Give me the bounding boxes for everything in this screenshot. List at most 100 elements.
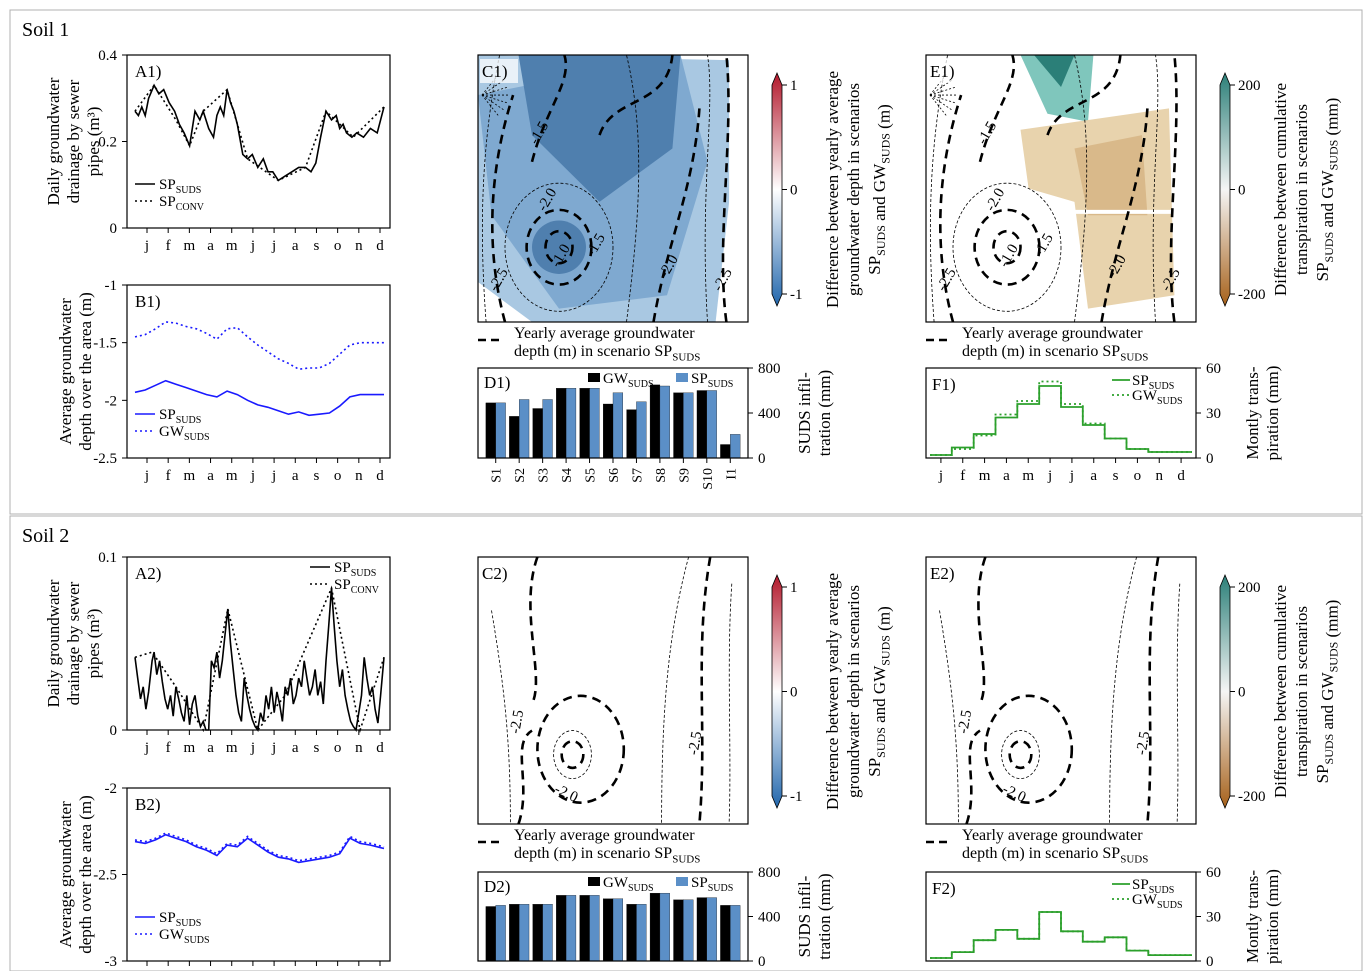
contour-ring <box>536 694 626 804</box>
bar-gw-suds <box>532 408 543 459</box>
contour-line-thin <box>481 86 509 96</box>
month-label: a <box>292 238 299 254</box>
contour-line <box>978 55 1016 163</box>
panel-B2: B2)-3-2.5-2jfmamjjasondAverage groundwat… <box>56 781 391 970</box>
y-axis-label: Average groundwater <box>56 801 75 948</box>
contour-line-thin <box>1109 557 1137 824</box>
bar-sp-suds <box>636 401 647 459</box>
contour-line-thin <box>728 583 733 824</box>
contour-line <box>1169 55 1178 322</box>
category-label: S1 <box>490 468 505 483</box>
y-tick-label: 800 <box>758 361 781 377</box>
bar-gw-suds <box>626 904 637 962</box>
series-line-sp-suds <box>134 833 385 864</box>
y-tick-label: 0 <box>1206 451 1214 467</box>
contour-line-thin <box>929 72 948 96</box>
legend-entry: depth (m) in scenario SPSUDS <box>962 343 1148 363</box>
bar-gw-suds <box>532 904 543 962</box>
bar-sp-suds <box>730 905 741 962</box>
contour-line-thin <box>1152 55 1159 322</box>
contour-ring <box>992 229 1022 265</box>
y-tick-label: -2.5 <box>93 451 117 467</box>
y-axis-label: piration (mm) <box>1263 869 1282 964</box>
y-tick-label: 60 <box>1206 865 1221 881</box>
bar-gw-suds <box>509 416 520 459</box>
colorbar-tick-label: -1 <box>790 287 803 303</box>
y-axis-label: Daily groundwater <box>44 77 63 205</box>
field-gap <box>729 55 748 322</box>
contour-label: -1.5 <box>1031 231 1057 260</box>
series-line-sp-conv <box>134 83 385 182</box>
panel-label: D2) <box>484 877 510 896</box>
y-axis-label: tration (mm) <box>815 873 834 959</box>
bar-sp-suds <box>706 897 717 962</box>
legend-entry: GWSUDS <box>159 927 210 946</box>
bar-gw-suds <box>696 897 707 962</box>
month-label: d <box>376 740 384 756</box>
month-label: j <box>144 238 149 254</box>
month-label: m <box>184 238 196 254</box>
contour-line-thin <box>929 86 957 96</box>
y-axis-label: Montly trans- <box>1243 870 1262 963</box>
contour-line <box>1100 108 1149 322</box>
soil-title: Soil 2 <box>22 525 69 547</box>
month-label: a <box>207 468 214 484</box>
y-tick-label: -2.5 <box>93 868 117 884</box>
series-line-gw-suds <box>134 321 384 371</box>
axes-frame <box>126 284 391 459</box>
month-label: m <box>184 468 196 484</box>
contour-ring <box>1008 739 1033 770</box>
bar-gw-suds <box>626 409 637 459</box>
y-tick-label: -3 <box>105 954 118 970</box>
field-fill-teal <box>1020 55 1094 122</box>
contour-ring <box>984 694 1074 804</box>
contour-ring <box>544 229 574 265</box>
y-tick-label: -2 <box>105 393 118 409</box>
colorbar-label: Difference between yearly average <box>823 71 842 308</box>
y-axis-label: Daily groundwater <box>44 579 63 707</box>
bar-sp-suds <box>589 895 600 962</box>
bar-sp-suds <box>519 399 530 459</box>
month-label: o <box>334 468 342 484</box>
y-tick-label: -2 <box>105 781 118 797</box>
legend-swatch <box>676 877 688 886</box>
step-line-gw-suds <box>930 911 1192 959</box>
colorbar-tick-label: 0 <box>1238 685 1246 701</box>
category-label: I1 <box>724 468 739 480</box>
contour-line-thin <box>929 78 954 96</box>
legend-entry: SPSUDS <box>159 407 201 426</box>
month-label: s <box>1113 468 1119 484</box>
category-label: S10 <box>701 468 716 490</box>
soil-title: Soil 1 <box>22 19 69 41</box>
contour-line-thin <box>1176 583 1181 824</box>
bar-sp-suds <box>612 898 624 962</box>
y-tick-label: 800 <box>758 865 781 881</box>
bar-gw-suds <box>673 899 684 962</box>
bar-sp-suds <box>495 402 506 459</box>
month-label: a <box>207 740 214 756</box>
legend-entry: GWSUDS <box>603 371 654 390</box>
colorbar-label: SPSUDS and GWSUDS (mm) <box>1313 98 1342 282</box>
category-label: S5 <box>584 468 599 483</box>
field-fill-spot <box>532 220 586 274</box>
series-line-sp-suds <box>134 588 385 732</box>
contour-line-thin <box>481 55 500 322</box>
contour-line-thin <box>929 94 957 104</box>
bar-gw-suds <box>649 384 661 459</box>
month-label: m <box>226 238 238 254</box>
series-line-sp-suds <box>134 83 385 182</box>
contour-label: -1.5 <box>974 119 1000 148</box>
panel-C2: -2.5-2.0-2.5C2)Yearly average groundwate… <box>477 556 894 865</box>
month-label: f <box>960 468 965 484</box>
month-label: a <box>1090 468 1097 484</box>
legend-entry: SPSUDS <box>334 560 376 579</box>
legend-entry: SPSUDS <box>691 371 733 390</box>
month-label: j <box>144 740 149 756</box>
y-axis-label: drainage by sewer <box>64 79 83 203</box>
month-label: j <box>1069 468 1074 484</box>
y-tick-label: -1 <box>105 278 118 294</box>
month-label: f <box>166 238 171 254</box>
month-label: j <box>271 238 276 254</box>
bar-gw-suds <box>485 906 496 962</box>
